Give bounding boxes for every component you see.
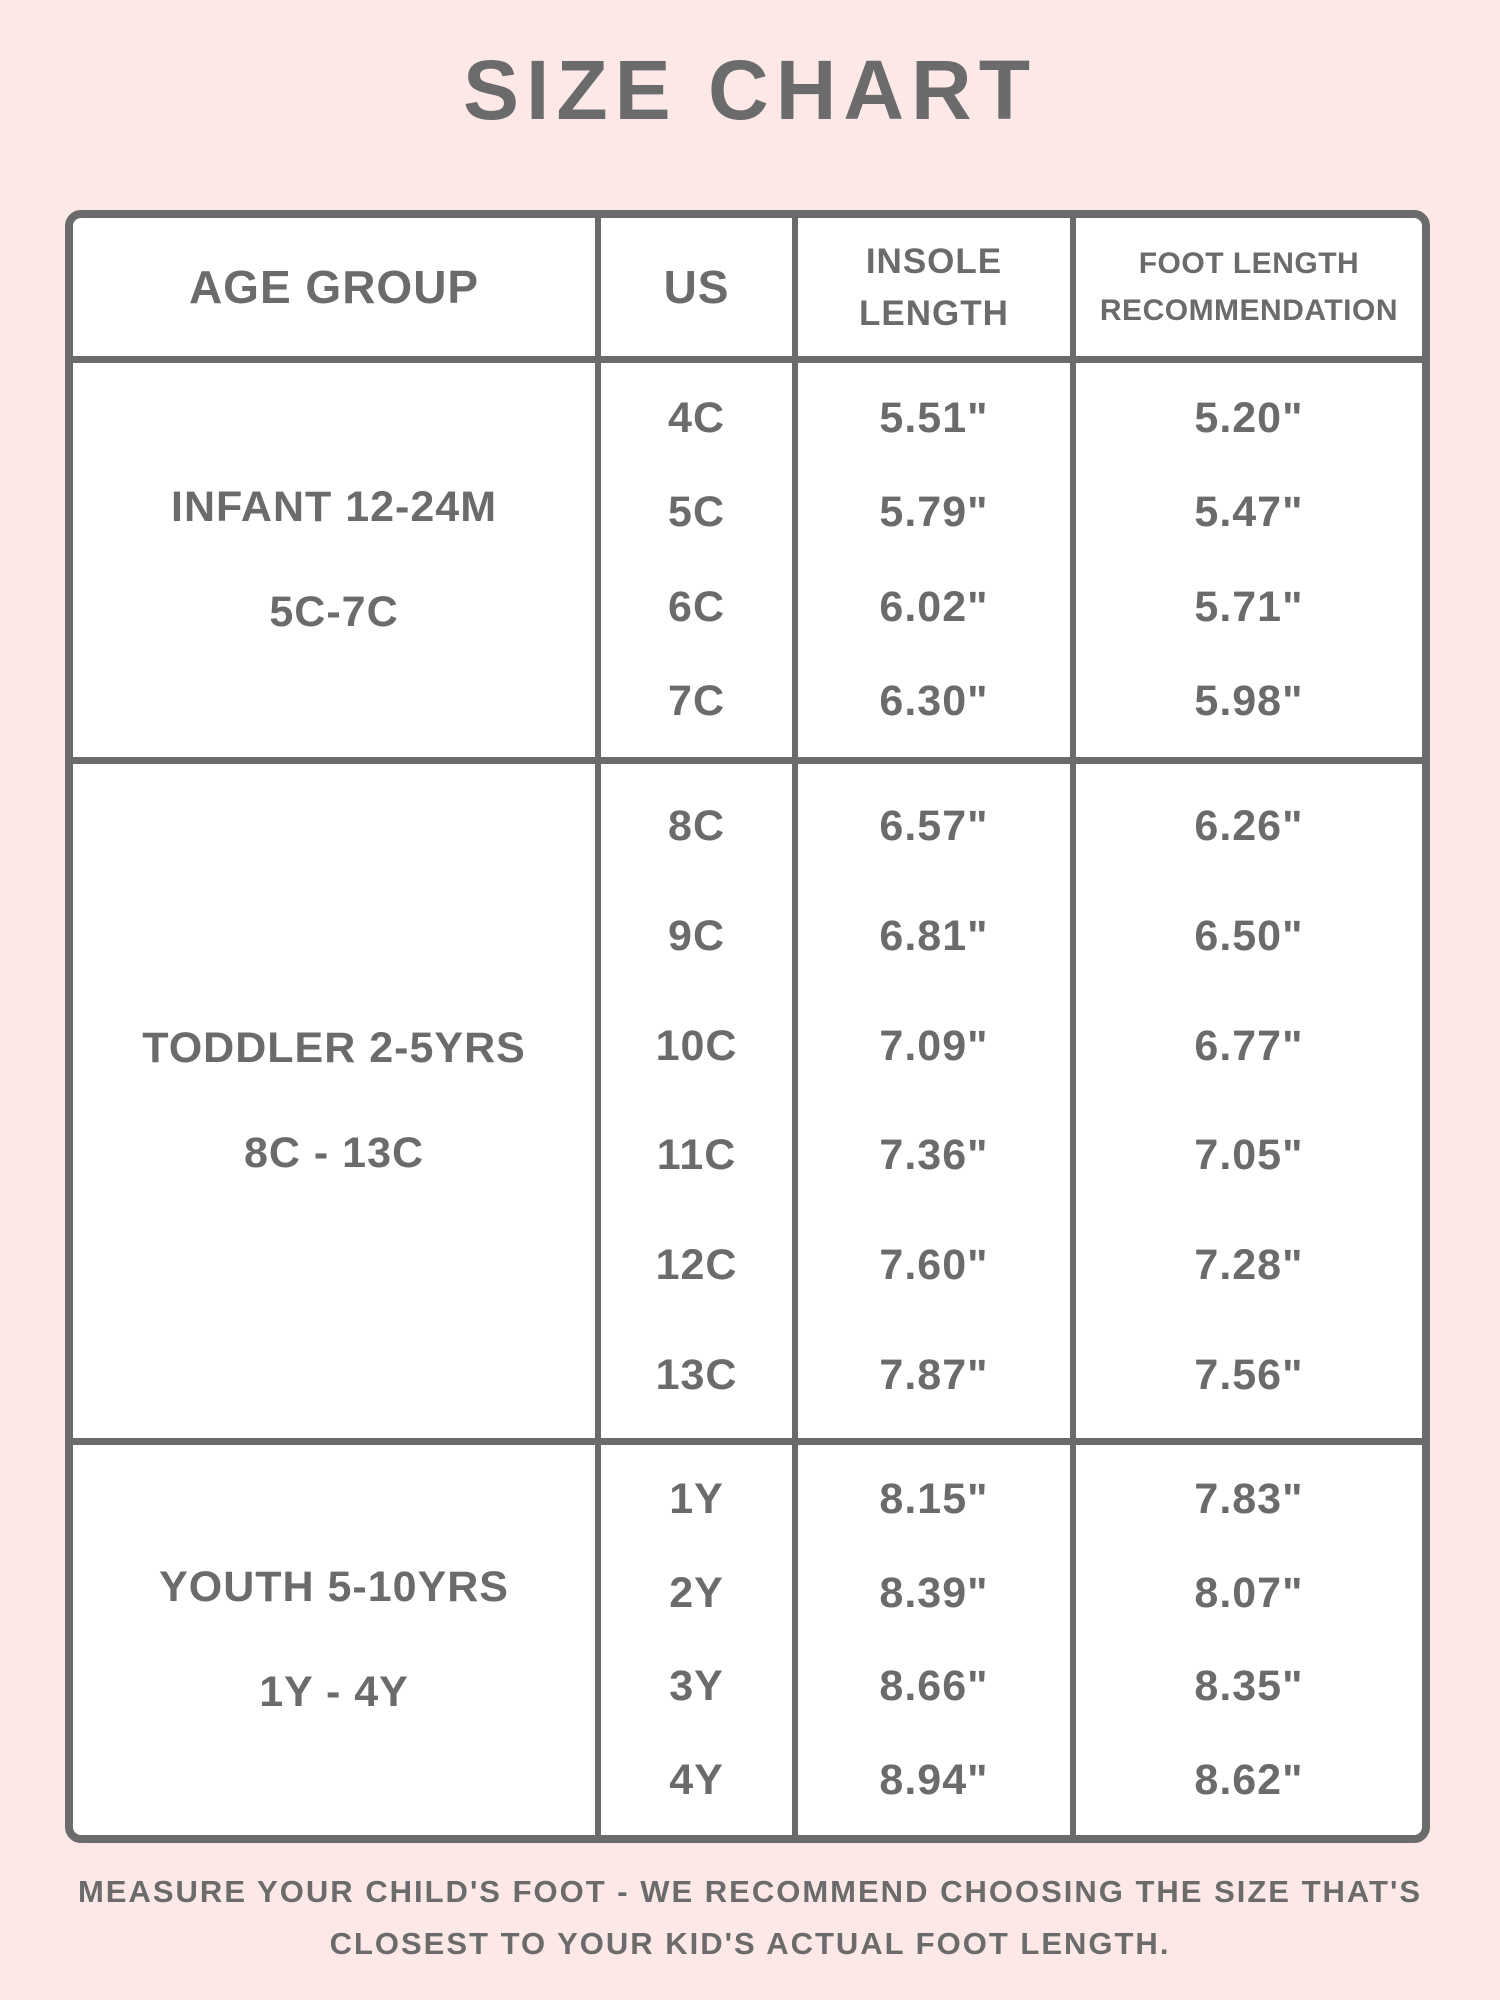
us-size-column-infant: 4C 5C 6C 7C [595, 363, 792, 757]
footer-note-line1: MEASURE YOUR CHILD'S FOOT - WE RECOMMEND… [77, 1874, 1422, 1909]
section-infant: INFANT 12-24M 5C-7C 4C 5C 6C 7C 5.51" 5.… [73, 356, 1422, 757]
foot-length-value: 6.26" [1194, 802, 1304, 851]
age-group-toddler-line2: 8C - 13C [243, 1128, 425, 1177]
insole-length-value: 6.02" [879, 582, 989, 631]
us-size-value: 6C [668, 582, 726, 631]
us-size-value: 5C [668, 488, 726, 537]
header-us: US [595, 218, 792, 356]
header-insole-length-line2: LENGTH [859, 293, 1009, 333]
insole-length-column-youth: 8.15" 8.39" 8.66" 8.94" [792, 1445, 1070, 1835]
us-size-value: 4C [668, 393, 726, 442]
foot-length-value: 5.71" [1194, 582, 1304, 631]
us-size-value: 12C [655, 1240, 738, 1289]
us-size-value: 2Y [669, 1568, 724, 1617]
header-foot-length-line1: FOOT LENGTH [1138, 246, 1360, 280]
foot-length-column-youth: 7.83" 8.07" 8.35" 8.62" [1069, 1445, 1422, 1835]
insole-length-value: 7.60" [879, 1240, 989, 1289]
foot-length-value: 7.56" [1194, 1350, 1304, 1399]
us-size-value: 10C [655, 1021, 738, 1070]
foot-length-value: 7.05" [1194, 1131, 1304, 1180]
header-insole-length-line1: INSOLE [865, 241, 1003, 281]
section-youth: YOUTH 5-10YRS 1Y - 4Y 1Y 2Y 3Y 4Y 8.15" … [73, 1438, 1422, 1835]
age-group-infant-line2: 5C-7C [269, 587, 399, 636]
insole-length-value: 5.51" [879, 393, 989, 442]
age-group-toddler-line1: TODDLER 2-5YRS [142, 1023, 526, 1072]
insole-length-value: 5.79" [879, 488, 989, 537]
us-size-value: 11C [656, 1131, 737, 1180]
age-group-label-youth: YOUTH 5-10YRS 1Y - 4Y [73, 1445, 595, 1835]
header-us-label: US [663, 261, 730, 313]
us-size-value: 4Y [669, 1755, 724, 1804]
foot-length-value: 8.62" [1194, 1755, 1304, 1804]
footer-note: MEASURE YOUR CHILD'S FOOT - WE RECOMMEND… [0, 1866, 1500, 1970]
foot-length-value: 6.77" [1194, 1021, 1304, 1070]
us-size-value: 3Y [669, 1662, 724, 1711]
foot-length-value: 5.20" [1194, 393, 1304, 442]
age-group-infant-line1: INFANT 12-24M [171, 482, 498, 531]
foot-length-value: 6.50" [1194, 911, 1304, 960]
footer-note-line2: CLOSEST TO YOUR KID'S ACTUAL FOOT LENGTH… [329, 1926, 1171, 1961]
foot-length-column-infant: 5.20" 5.47" 5.71" 5.98" [1069, 363, 1422, 757]
insole-length-value: 8.66" [879, 1662, 989, 1711]
age-group-youth-line1: YOUTH 5-10YRS [159, 1563, 509, 1611]
insole-length-value: 7.36" [879, 1131, 989, 1180]
section-toddler: TODDLER 2-5YRS 8C - 13C 8C 9C 10C 11C 12… [73, 756, 1422, 1439]
us-size-value: 8C [668, 802, 726, 851]
table-header-row: AGE GROUP US INSOLE LENGTH FOOT LENGTH R… [73, 218, 1422, 356]
insole-length-value: 6.57" [879, 802, 989, 851]
header-foot-length-line2: RECOMMENDATION [1099, 293, 1398, 327]
insole-length-value: 8.39" [879, 1568, 989, 1617]
insole-length-value: 7.87" [879, 1350, 989, 1399]
insole-length-value: 8.94" [879, 1755, 989, 1804]
us-size-value: 1Y [669, 1475, 724, 1524]
foot-length-column-toddler: 6.26" 6.50" 6.77" 7.05" 7.28" 7.56" [1069, 763, 1422, 1439]
foot-length-value: 7.28" [1194, 1240, 1304, 1289]
us-size-value: 9C [668, 911, 726, 960]
us-size-value: 13C [655, 1350, 738, 1399]
us-size-column-toddler: 8C 9C 10C 11C 12C 13C [595, 763, 792, 1439]
insole-length-value: 6.81" [879, 911, 989, 960]
header-age-group-label: AGE GROUP [188, 261, 480, 313]
insole-length-column-toddler: 6.57" 6.81" 7.09" 7.36" 7.60" 7.87" [792, 763, 1070, 1439]
us-size-column-youth: 1Y 2Y 3Y 4Y [595, 1445, 792, 1835]
foot-length-value: 8.07" [1194, 1568, 1304, 1617]
size-chart-table: AGE GROUP US INSOLE LENGTH FOOT LENGTH R… [65, 210, 1430, 1843]
insole-length-column-infant: 5.51" 5.79" 6.02" 6.30" [792, 363, 1070, 757]
header-insole-length: INSOLE LENGTH [792, 218, 1070, 356]
insole-length-value: 7.09" [879, 1021, 989, 1070]
foot-length-value: 8.35" [1194, 1662, 1304, 1711]
header-age-group: AGE GROUP [73, 218, 595, 356]
page-title: SIZE CHART [463, 43, 1037, 137]
us-size-value: 7C [668, 677, 726, 726]
insole-length-value: 6.30" [879, 677, 989, 726]
foot-length-value: 5.47" [1194, 488, 1304, 537]
age-group-youth-line2: 1Y - 4Y [259, 1668, 409, 1716]
foot-length-value: 5.98" [1194, 677, 1304, 726]
age-group-label-toddler: TODDLER 2-5YRS 8C - 13C [73, 764, 595, 1438]
header-foot-length-recommendation: FOOT LENGTH RECOMMENDATION [1069, 218, 1422, 356]
foot-length-value: 7.83" [1194, 1475, 1304, 1524]
age-group-label-infant: INFANT 12-24M 5C-7C [73, 363, 595, 757]
insole-length-value: 8.15" [879, 1475, 989, 1524]
